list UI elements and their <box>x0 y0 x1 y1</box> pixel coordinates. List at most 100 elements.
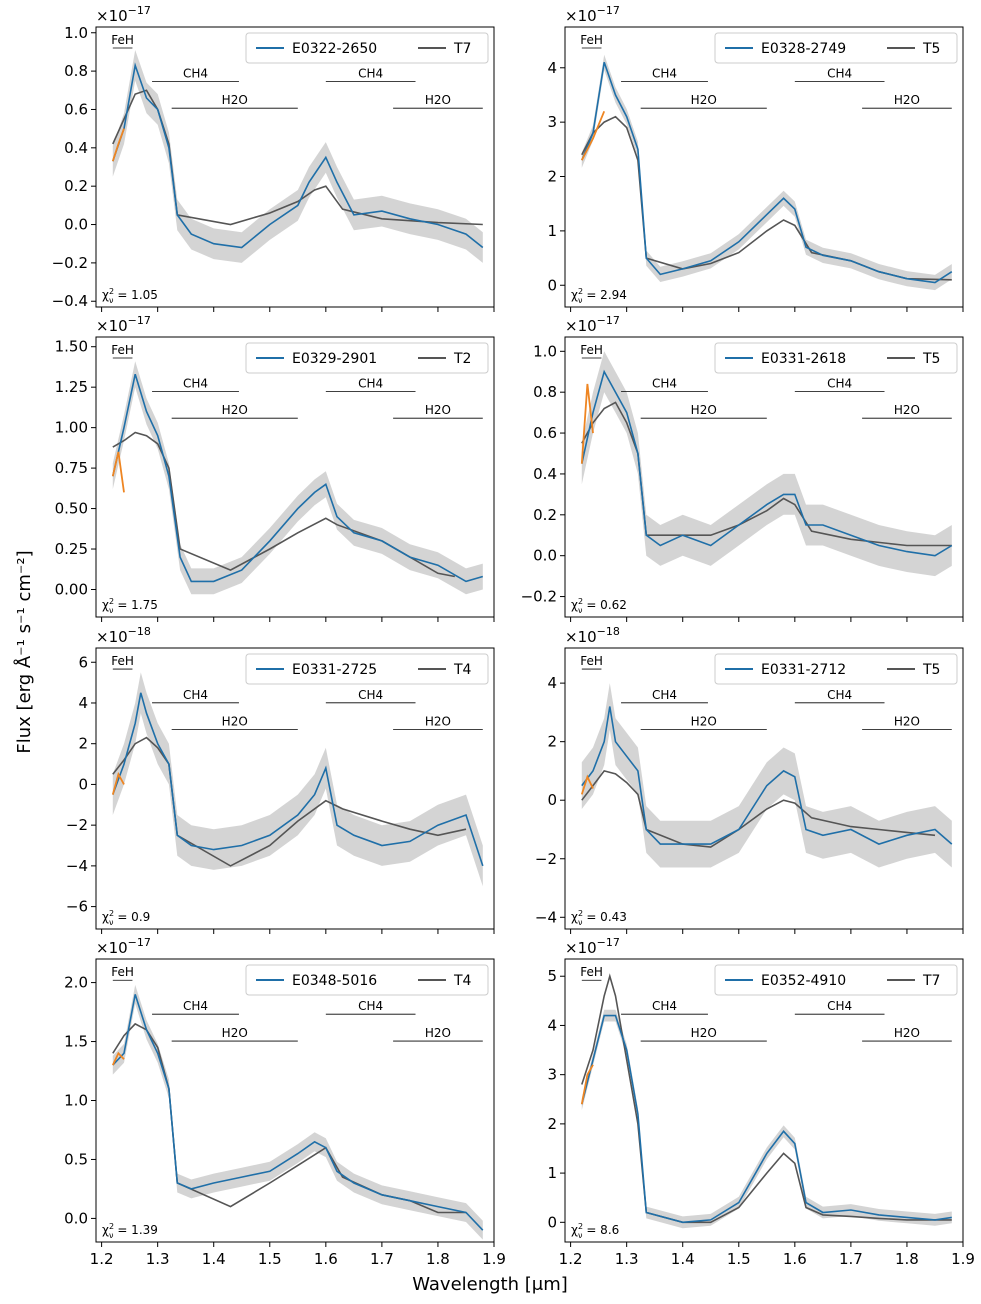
y-tick-label: 0.0 <box>64 216 88 234</box>
y-tick-label: 2 <box>547 168 557 186</box>
template-line <box>581 973 952 1224</box>
legend-template-label: T5 <box>922 41 940 57</box>
uncertainty-band <box>581 54 952 291</box>
chi2-subscript: ν <box>109 606 114 615</box>
panel-e0348-5016: 1.2 1.3 1.4 1.5 1.6 1.7 1.8 1.9 0.0 0.5 1.0 1.5 2.0 ×… <box>64 936 506 1268</box>
panel-e0322-2650: −0.4 −0.2 0.0 0.2 0.4 0.6 0.8 1.0 ×10−17 FeH CH4 CH… <box>52 4 495 312</box>
chi2-superscript: 2 <box>109 909 114 918</box>
ch4-band-label: CH4 <box>183 999 208 1013</box>
axes-frame <box>564 647 964 930</box>
y-tick-label: −0.2 <box>52 254 88 272</box>
h2o-band-label: H2O <box>691 403 717 417</box>
ch4-band-label: CH4 <box>183 67 208 81</box>
y-tick-label: 0.8 <box>533 383 557 401</box>
axes-frame <box>564 958 964 1243</box>
feh-band-label: FeH <box>111 33 134 47</box>
y-tick-label: 0.2 <box>64 177 88 195</box>
legend-box <box>714 342 958 374</box>
uncertainty-band <box>581 351 952 577</box>
legend-object-label: E0331-2618 <box>761 351 846 367</box>
x-tick-label: 1.2 <box>559 1250 583 1268</box>
panel-e0352-4910: 1.2 1.3 1.4 1.5 1.6 1.7 1.8 1.9 0 1 2 3 4 5 ×10−17 FeH C… <box>547 936 974 1268</box>
legend-object-label: E0329-2901 <box>292 351 377 367</box>
offset-label: ×10−17 <box>565 4 620 25</box>
chi2-value: = 1.05 <box>114 288 158 302</box>
ch4-band-label: CH4 <box>827 67 852 81</box>
h2o-band-label: H2O <box>894 403 920 417</box>
y-tick-label: 0.25 <box>55 540 88 558</box>
object-line <box>581 62 953 284</box>
y-tick-label: 3 <box>547 1066 557 1084</box>
y-tick-label: 1.5 <box>64 1033 88 1051</box>
offset-exponent: −17 <box>597 4 620 17</box>
chi2-superscript: 2 <box>578 909 583 918</box>
highlight-segment <box>580 383 594 464</box>
panel-e0328-2749: 0 1 2 3 4 ×10−17 FeH CH4 CH4 H2O H2O χ2 ν = 2.94 E032… <box>547 4 964 312</box>
ch4-band-label: CH4 <box>358 377 383 391</box>
chi2-value: = 0.62 <box>583 598 627 612</box>
ch4-band-label: CH4 <box>652 688 677 702</box>
legend-box <box>714 964 958 996</box>
y-tick-label: 1.50 <box>55 338 88 356</box>
y-tick-label: −0.4 <box>52 292 88 310</box>
chi2-label: χ2 ν = 1.39 <box>102 1222 158 1240</box>
chi2-subscript: ν <box>109 1231 114 1240</box>
chi2-subscript: ν <box>578 918 583 927</box>
y-tick-label: 1 <box>547 1164 557 1182</box>
y-tick-label: 2 <box>547 733 557 751</box>
feh-band-label: FeH <box>111 343 134 357</box>
x-tick-label: 1.2 <box>90 1250 114 1268</box>
offset-label: ×10−17 <box>565 936 620 957</box>
legend-object-label: E0331-2725 <box>292 662 377 678</box>
y-axis-title: Flux [erg Å⁻¹ s⁻¹ cm⁻²] <box>13 550 35 753</box>
x-tick-label: 1.4 <box>671 1250 695 1268</box>
y-tick-label: 1.0 <box>533 342 557 360</box>
uncertainty-band <box>581 1009 952 1229</box>
legend-object-label: E0322-2650 <box>292 41 377 57</box>
offset-label: ×10−17 <box>565 314 620 335</box>
offset-label: ×10−17 <box>96 314 151 335</box>
x-tick-label: 1.5 <box>727 1250 751 1268</box>
chi2-subscript: ν <box>109 918 114 927</box>
h2o-band-label: H2O <box>894 93 920 107</box>
legend-box <box>245 32 489 64</box>
chi2-value: = 8.6 <box>583 1223 620 1237</box>
ch4-band-label: CH4 <box>358 688 383 702</box>
panel-e0331-2725: −6 −4 −2 0 2 4 6 ×10−18 FeH CH4 CH4 H2O H2O χ2 ν = 0.9… <box>66 625 495 934</box>
feh-band-label: FeH <box>111 654 134 668</box>
highlight-segment <box>111 128 125 162</box>
h2o-band-label: H2O <box>222 93 248 107</box>
h2o-band-label: H2O <box>425 93 451 107</box>
offset-exponent: −17 <box>597 314 620 327</box>
y-tick-label: 0 <box>547 791 557 809</box>
chi2-superscript: 2 <box>578 597 583 606</box>
object-line <box>112 692 484 867</box>
chi2-value: = 0.9 <box>114 910 151 924</box>
legend-template-label: T5 <box>922 662 940 678</box>
chi2-value: = 2.94 <box>583 288 627 302</box>
offset-exponent: −17 <box>128 4 151 17</box>
uncertainty-band <box>112 672 483 887</box>
y-tick-label: 1.0 <box>64 1092 88 1110</box>
object-line <box>581 369 953 557</box>
chi2-label: χ2 ν = 1.75 <box>102 597 158 615</box>
axes-frame <box>95 336 495 618</box>
h2o-band-label: H2O <box>425 403 451 417</box>
y-tick-label: 1.00 <box>55 419 88 437</box>
y-tick-label: 4 <box>547 59 557 77</box>
chi2-value: = 1.75 <box>114 598 158 612</box>
h2o-band-label: H2O <box>222 1026 248 1040</box>
offset-exponent: −18 <box>128 625 151 638</box>
y-tick-label: 3 <box>547 113 557 131</box>
panel-e0331-2618: −0.2 0.0 0.2 0.4 0.6 0.8 1.0 ×10−17 FeH CH4 CH4 H2O… <box>521 314 964 622</box>
axes-frame <box>95 647 495 930</box>
offset-label: ×10−18 <box>96 625 151 646</box>
offset-exponent: −17 <box>128 314 151 327</box>
y-tick-label: 0.8 <box>64 62 88 80</box>
offset-label: ×10−17 <box>96 4 151 25</box>
feh-band-label: FeH <box>111 965 134 979</box>
y-tick-label: 6 <box>78 653 88 671</box>
h2o-band-label: H2O <box>222 403 248 417</box>
template-line <box>112 1022 466 1214</box>
chi2-label: χ2 ν = 0.43 <box>571 909 627 927</box>
